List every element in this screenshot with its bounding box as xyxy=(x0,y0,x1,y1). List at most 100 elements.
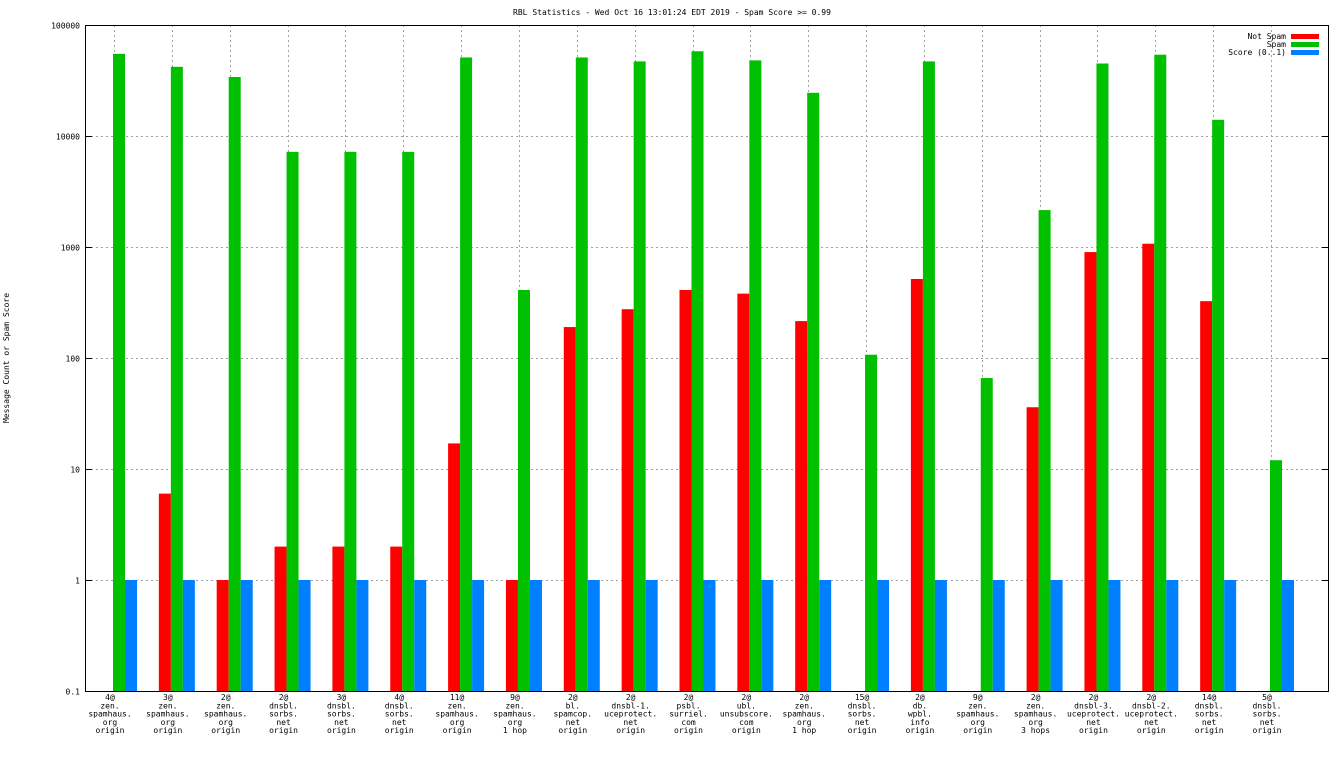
x-tick-label: dnsbl. xyxy=(269,701,298,710)
x-tick-label: origin xyxy=(905,726,934,735)
x-tick-label: zen. xyxy=(158,701,177,710)
bar-score xyxy=(877,580,890,691)
x-tick-label: zen. xyxy=(216,701,235,710)
bar-score xyxy=(645,580,658,691)
bar-not-spam xyxy=(621,309,634,691)
x-tick-label: 14@ xyxy=(1202,693,1217,702)
x-tick-label: spamhaus. xyxy=(88,710,131,719)
x-tick-label: sorbs. xyxy=(385,710,414,719)
bar-spam xyxy=(1038,210,1051,691)
bar-score xyxy=(356,580,369,691)
y-tick-label: 10000 xyxy=(56,133,80,142)
bar-spam xyxy=(460,57,473,691)
bar-score xyxy=(1108,580,1121,691)
x-tick-label: spamhaus. xyxy=(783,710,826,719)
x-tick-label: origin xyxy=(153,726,182,735)
x-tick-label: dnsbl. xyxy=(385,701,414,710)
bar-spam xyxy=(1270,460,1282,691)
bar-spam xyxy=(517,289,530,691)
x-tick-label: 15@ xyxy=(855,693,870,702)
x-tick-label: dnsbl. xyxy=(1195,701,1224,710)
x-tick-label: origin xyxy=(443,726,472,735)
x-tick-label: origin xyxy=(211,726,240,735)
x-tick-label: bl. xyxy=(566,701,580,710)
x-tick-label: 4@ xyxy=(394,693,404,702)
x-tick-label: spamhaus. xyxy=(493,710,536,719)
x-tick-label: dnsbl. xyxy=(848,701,877,710)
x-tick-label: net xyxy=(1144,718,1159,727)
x-tick-label: unsubscore. xyxy=(720,710,773,719)
x-tick-label: sorbs. xyxy=(269,710,298,719)
x-tick-label: origin xyxy=(1253,726,1282,735)
y-tick-label: 100 xyxy=(66,355,81,364)
x-tick-label: sorbs. xyxy=(327,710,356,719)
x-tick-label: sorbs. xyxy=(1253,710,1282,719)
x-tick-label: spamhaus. xyxy=(146,710,189,719)
legend-label: Score (0..1) xyxy=(1228,48,1286,57)
x-tick-label: 1 hop xyxy=(503,726,527,735)
x-tick-label: 4@ xyxy=(105,693,115,702)
x-tick-label: net xyxy=(623,718,638,727)
x-tick-label: dnsbl-3. xyxy=(1074,701,1113,710)
x-tick-label: spamhaus. xyxy=(956,710,999,719)
bar-spam xyxy=(1096,63,1109,692)
x-tick-label: origin xyxy=(1079,726,1108,735)
bar-score xyxy=(819,580,832,691)
bar-score xyxy=(992,580,1005,691)
x-tick-label: surriel. xyxy=(669,710,708,719)
bar-score xyxy=(125,580,137,691)
x-tick-label: 9@ xyxy=(510,693,520,702)
bar-not-spam xyxy=(563,327,576,691)
bar-not-spam xyxy=(737,293,750,691)
bar-spam xyxy=(749,60,762,692)
x-tick-label: org xyxy=(218,718,233,727)
x-tick-label: origin xyxy=(327,726,356,735)
x-tick-label: org xyxy=(797,718,812,727)
x-tick-label: 2@ xyxy=(1031,693,1041,702)
plot-border xyxy=(85,25,1329,692)
bar-score xyxy=(1166,580,1179,691)
x-tick-label: 2@ xyxy=(799,693,809,702)
legend-swatch xyxy=(1291,34,1319,39)
bar-score xyxy=(240,580,253,691)
bar-spam xyxy=(633,61,646,691)
bar-spam xyxy=(170,66,183,691)
x-tick-label: 2@ xyxy=(915,693,925,702)
x-tick-label: sorbs. xyxy=(848,710,877,719)
bar-score xyxy=(761,580,774,691)
bar-not-spam xyxy=(1200,301,1213,691)
x-tick-label: net xyxy=(566,718,581,727)
bar-not-spam xyxy=(390,546,403,691)
x-tick-label: info xyxy=(910,718,929,727)
x-tick-label: zen. xyxy=(1026,701,1045,710)
x-tick-label: origin xyxy=(558,726,587,735)
x-tick-label: origin xyxy=(616,726,645,735)
x-tick-label: 2@ xyxy=(684,693,694,702)
x-tick-label: 2@ xyxy=(1089,693,1099,702)
x-tick-label: uceprotect. xyxy=(1067,710,1120,719)
bar-spam xyxy=(344,151,357,692)
x-tick-label: ubl. xyxy=(737,701,756,710)
bar-score xyxy=(472,580,485,691)
bar-spam xyxy=(980,378,993,691)
x-tick-label: origin xyxy=(269,726,298,735)
x-tick-label: net xyxy=(276,718,291,727)
x-tick-label: 2@ xyxy=(742,693,752,702)
legend-label: Spam xyxy=(1267,40,1286,49)
bar-not-spam xyxy=(158,493,171,691)
y-axis-label: Message Count or Spam Score xyxy=(2,293,11,423)
x-tick-label: org xyxy=(508,718,523,727)
x-tick-label: 2@ xyxy=(626,693,636,702)
bar-not-spam xyxy=(1026,407,1039,691)
bar-score xyxy=(182,580,195,691)
x-tick-label: net xyxy=(392,718,407,727)
x-tick-label: net xyxy=(1260,718,1275,727)
x-tick-labels: 4@zen.spamhaus.orgorigin3@zen.spamhaus.o… xyxy=(88,693,1281,735)
bar-spam xyxy=(286,151,299,692)
x-tick-label: wpbl. xyxy=(908,710,932,719)
bar-not-spam xyxy=(216,580,229,691)
x-tick-label: origin xyxy=(963,726,992,735)
legend-label: Not Spam xyxy=(1247,32,1286,41)
x-tick-label: origin xyxy=(1195,726,1224,735)
